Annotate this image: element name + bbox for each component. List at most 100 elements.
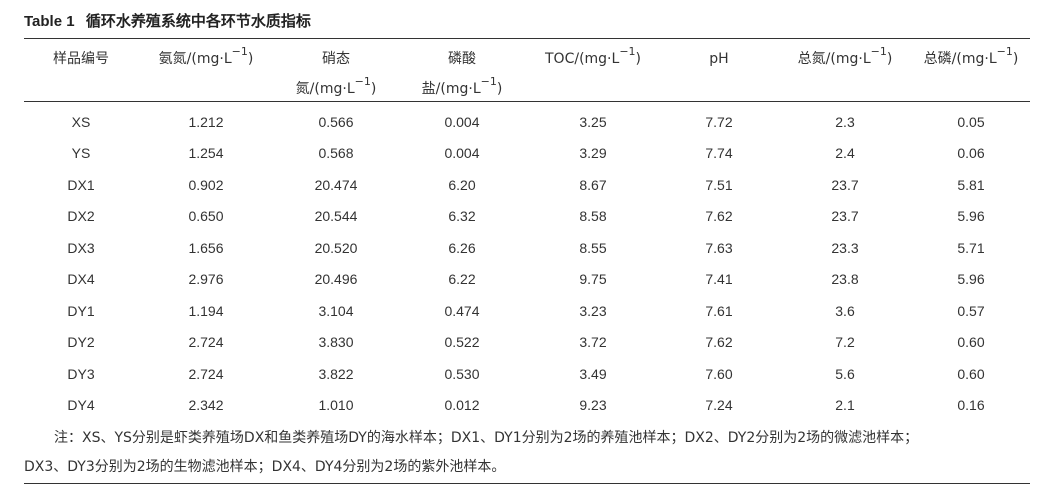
- table-cell: 2.4: [835, 145, 855, 162]
- table-cell: 9.23: [579, 397, 607, 414]
- water-quality-table: 样品编号 氨氮/(mg·L−1) 硝态 氮/(mg·L−1) 磷酸 盐/(mg·L−1) T…: [24, 38, 1030, 421]
- table-cell: 0.902: [188, 176, 224, 193]
- header-row: 样品编号 氨氮/(mg·L−1) 硝态 氮/(mg·L−1) 磷酸 盐/(mg·L−1) T…: [24, 38, 1030, 104]
- table-cell: 0.004: [444, 145, 480, 162]
- table-cell: 2.342: [188, 397, 224, 414]
- table-cell: 20.544: [314, 208, 358, 225]
- table-cell: 7.61: [705, 302, 733, 319]
- table-cell: 0.16: [957, 397, 985, 414]
- table-cell: 2.724: [188, 334, 224, 351]
- table-cell: DY3: [67, 365, 95, 382]
- table-cell: 1.254: [188, 145, 224, 162]
- table-row: DY1 1.194 3.104 0.474 3.23 7.61 3.6 0.57: [24, 295, 1030, 327]
- table-cell: 0.05: [957, 113, 985, 130]
- table-cell: 0.530: [444, 365, 480, 382]
- table-cell: 0.60: [957, 334, 985, 351]
- table-cell: DY1: [67, 302, 95, 319]
- header-cell: 氨氮/(mg·L−1): [138, 38, 274, 104]
- header-line: 氨氮/(mg·L−1): [158, 45, 254, 67]
- header-line: pH: [709, 51, 729, 67]
- table-row: DX3 1.656 20.520 6.26 8.55 7.63 23.3 5.71: [24, 232, 1030, 264]
- table-cell: 5.96: [957, 208, 985, 225]
- table-cell: 5.81: [957, 176, 985, 193]
- table-cell: 20.520: [314, 239, 358, 256]
- table-cell: 3.830: [318, 334, 354, 351]
- table-row: YS 1.254 0.568 0.004 3.29 7.74 2.4 0.06: [24, 138, 1030, 170]
- note-line-1: 注：XS、YS分别是虾类养殖场DX和鱼类养殖场DY的海水样本；DX1、DY1分别…: [54, 430, 919, 446]
- header-line: 氮/(mg·L−1): [295, 75, 377, 97]
- table-cell: 0.650: [188, 208, 224, 225]
- table-row: XS 1.212 0.566 0.004 3.25 7.72 2.3 0.05: [24, 104, 1030, 138]
- table-cell: DX1: [67, 176, 95, 193]
- header-cell: 总氮/(mg·L−1): [778, 38, 912, 104]
- table-cell: 23.7: [831, 208, 859, 225]
- table-row: DX2 0.650 20.544 6.32 8.58 7.62 23.7 5.96: [24, 201, 1030, 233]
- table-cell: DX2: [67, 208, 95, 225]
- header-line: 总氮/(mg·L−1): [797, 45, 893, 67]
- table-cell: 0.012: [444, 397, 480, 414]
- header-cell: 总磷/(mg·L−1): [912, 38, 1030, 104]
- table-cell: 7.24: [705, 397, 733, 414]
- table-caption: Table 1 循环水养殖系统中各环节水质指标: [24, 10, 311, 31]
- table-cell: 20.496: [314, 271, 358, 288]
- table-cell: 3.104: [318, 302, 354, 319]
- table-cell: 2.1: [835, 397, 855, 414]
- header-cell: 样品编号: [24, 38, 138, 104]
- table-cell: 3.822: [318, 365, 354, 382]
- table-cell: 3.25: [579, 113, 607, 130]
- header-line: 总磷/(mg·L−1): [923, 45, 1019, 67]
- table-cell: YS: [71, 145, 91, 162]
- note-line-2: DX3、DY3分别为2场的生物滤池样本；DX4、DY4分别为2场的紫外池样本。: [24, 459, 506, 475]
- table-cell: 23.3: [831, 239, 859, 256]
- table-cell: 6.22: [448, 271, 476, 288]
- table-note: 注：XS、YS分别是虾类养殖场DX和鱼类养殖场DY的海水样本；DX1、DY1分别…: [24, 424, 1034, 482]
- header-line: 样品编号: [53, 51, 109, 67]
- header-cell: pH: [660, 38, 778, 104]
- table-cell: 8.67: [579, 176, 607, 193]
- table-body: XS 1.212 0.566 0.004 3.25 7.72 2.3 0.05 YS 1.254 0…: [24, 104, 1030, 421]
- table-cell: 2.724: [188, 365, 224, 382]
- table-row: DY3 2.724 3.822 0.530 3.49 7.60 5.6 0.60: [24, 358, 1030, 390]
- table-cell: 7.62: [705, 334, 733, 351]
- header-line: 磷酸: [448, 51, 476, 67]
- table-cell: 7.62: [705, 208, 733, 225]
- table-cell: 7.63: [705, 239, 733, 256]
- table-cell: 9.75: [579, 271, 607, 288]
- table-cell: 2.3: [835, 113, 855, 130]
- table-cell: 1.194: [188, 302, 224, 319]
- table-cell: 0.004: [444, 113, 480, 130]
- header-cell: TOC/(mg·L−1): [526, 38, 660, 104]
- header-line: 盐/(mg·L−1): [421, 75, 503, 97]
- table-cell: 3.72: [579, 334, 607, 351]
- table-cell: 6.26: [448, 239, 476, 256]
- table-cell: 0.566: [318, 113, 354, 130]
- table-cell: 0.57: [957, 302, 985, 319]
- table-cell: 20.474: [314, 176, 358, 193]
- table-cell: 3.49: [579, 365, 607, 382]
- header-line: 硝态: [322, 51, 350, 67]
- bottom-rule: [24, 483, 1030, 484]
- table-row: DX4 2.976 20.496 6.22 9.75 7.41 23.8 5.96: [24, 264, 1030, 296]
- table-cell: 0.568: [318, 145, 354, 162]
- top-rule: [24, 38, 1030, 39]
- table-cell: 23.7: [831, 176, 859, 193]
- table-row: DX1 0.902 20.474 6.20 8.67 7.51 23.7 5.81: [24, 169, 1030, 201]
- table-cell: 0.522: [444, 334, 480, 351]
- table-cell: 2.976: [188, 271, 224, 288]
- table-number: Table 1: [24, 13, 75, 30]
- table-cell: 6.32: [448, 208, 476, 225]
- table-cell: 0.60: [957, 365, 985, 382]
- table-cell: 23.8: [831, 271, 859, 288]
- table-cell: 3.6: [835, 302, 855, 319]
- table-row: DY4 2.342 1.010 0.012 9.23 7.24 2.1 0.16: [24, 390, 1030, 422]
- table-cell: 7.74: [705, 145, 733, 162]
- table-cell: DY2: [67, 334, 95, 351]
- table-cell: 8.58: [579, 208, 607, 225]
- table-cell: DX3: [67, 239, 95, 256]
- header-cell: 磷酸盐/(mg·L−1): [398, 38, 526, 104]
- header-rule: [24, 101, 1030, 102]
- table-cell: 3.23: [579, 302, 607, 319]
- table-cell: 1.010: [318, 397, 354, 414]
- table-cell: 0.06: [957, 145, 985, 162]
- table-cell: 3.29: [579, 145, 607, 162]
